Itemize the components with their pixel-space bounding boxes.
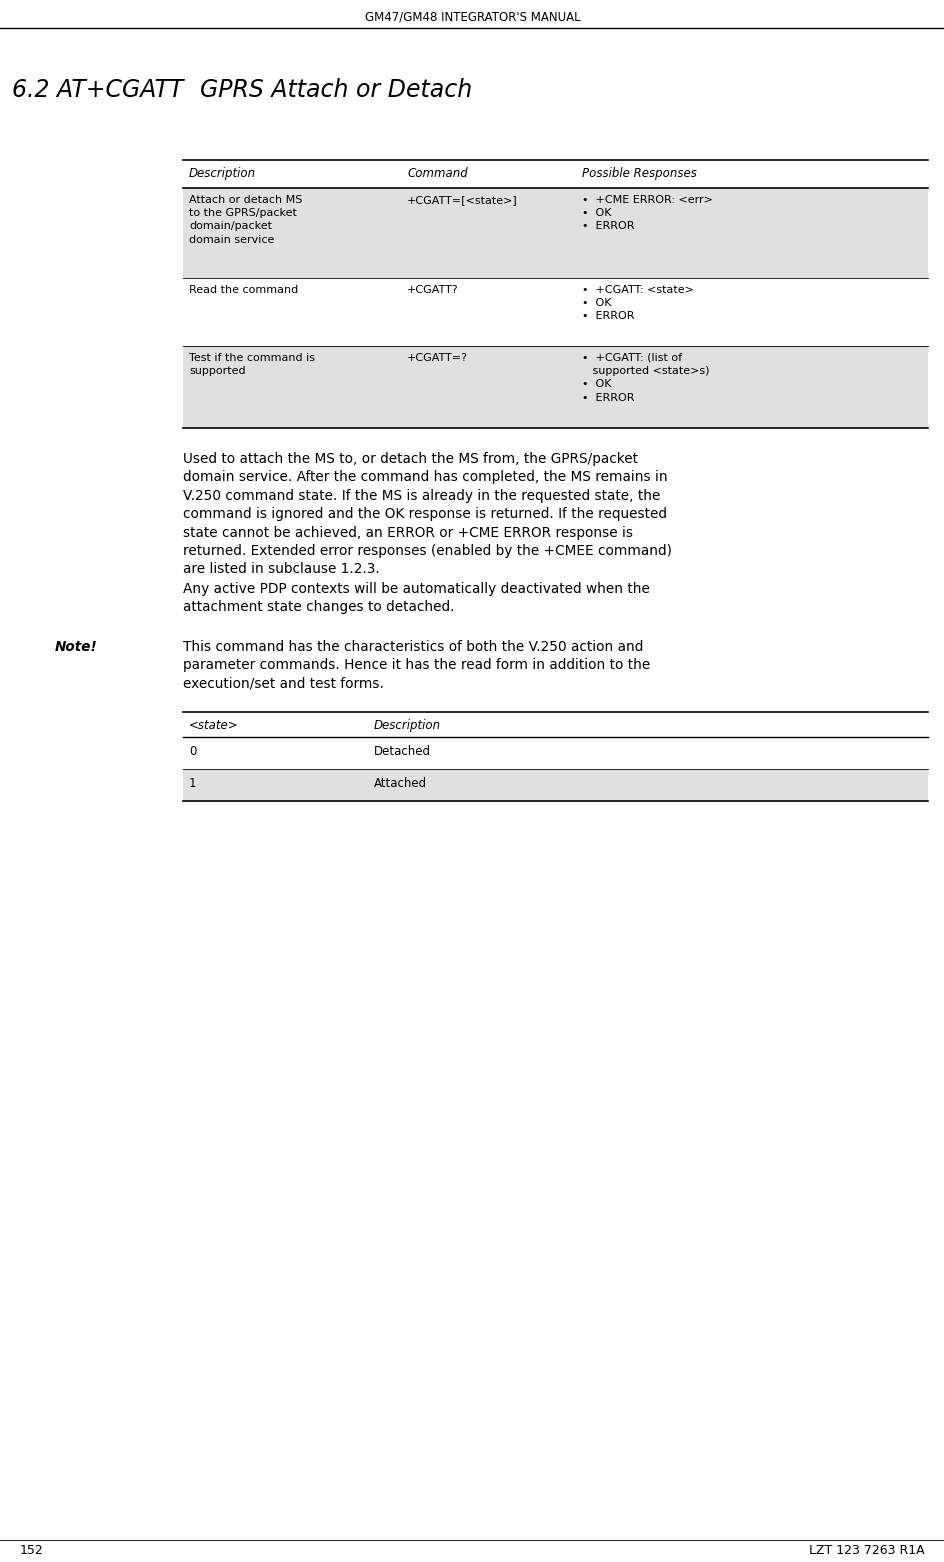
Bar xyxy=(183,347,927,428)
Text: Note!: Note! xyxy=(55,640,97,654)
Text: 0: 0 xyxy=(189,745,196,758)
Text: Description: Description xyxy=(189,167,256,180)
Text: Detached: Detached xyxy=(374,745,430,758)
Text: Attached: Attached xyxy=(374,776,427,790)
Bar xyxy=(183,187,927,278)
Text: Any active PDP contexts will be automatically deactivated when the
attachment st: Any active PDP contexts will be automati… xyxy=(183,583,649,614)
Text: Possible Responses: Possible Responses xyxy=(582,167,696,180)
Text: +CGATT=?: +CGATT=? xyxy=(407,353,467,362)
Text: GM47/GM48 INTEGRATOR'S MANUAL: GM47/GM48 INTEGRATOR'S MANUAL xyxy=(364,9,580,23)
Text: +CGATT=[<state>]: +CGATT=[<state>] xyxy=(407,195,517,205)
Text: •  +CME ERROR: <err>
•  OK
•  ERROR: • +CME ERROR: <err> • OK • ERROR xyxy=(582,195,712,231)
Text: This command has the characteristics of both the V.250 action and
parameter comm: This command has the characteristics of … xyxy=(183,640,649,690)
Text: Description: Description xyxy=(374,719,441,733)
Text: Command: Command xyxy=(407,167,467,180)
Text: 1: 1 xyxy=(189,776,196,790)
Text: <state>: <state> xyxy=(189,719,239,733)
Bar xyxy=(183,769,927,801)
Text: Attach or detach MS
to the GPRS/packet
domain/packet
domain service: Attach or detach MS to the GPRS/packet d… xyxy=(189,195,302,245)
Text: 6.2 AT+CGATT: 6.2 AT+CGATT xyxy=(12,78,183,102)
Text: 152: 152 xyxy=(20,1543,43,1557)
Text: •  +CGATT: <state>
•  OK
•  ERROR: • +CGATT: <state> • OK • ERROR xyxy=(582,284,693,322)
Text: LZT 123 7263 R1A: LZT 123 7263 R1A xyxy=(808,1543,924,1557)
Text: Read the command: Read the command xyxy=(189,284,298,295)
Text: +CGATT?: +CGATT? xyxy=(407,284,458,295)
Text: •  +CGATT: (list of
   supported <state>s)
•  OK
•  ERROR: • +CGATT: (list of supported <state>s) •… xyxy=(582,353,709,403)
Text: Test if the command is
supported: Test if the command is supported xyxy=(189,353,314,376)
Text: Used to attach the MS to, or detach the MS from, the GPRS/packet
domain service.: Used to attach the MS to, or detach the … xyxy=(183,451,671,576)
Text: GPRS Attach or Detach: GPRS Attach or Detach xyxy=(200,78,472,102)
